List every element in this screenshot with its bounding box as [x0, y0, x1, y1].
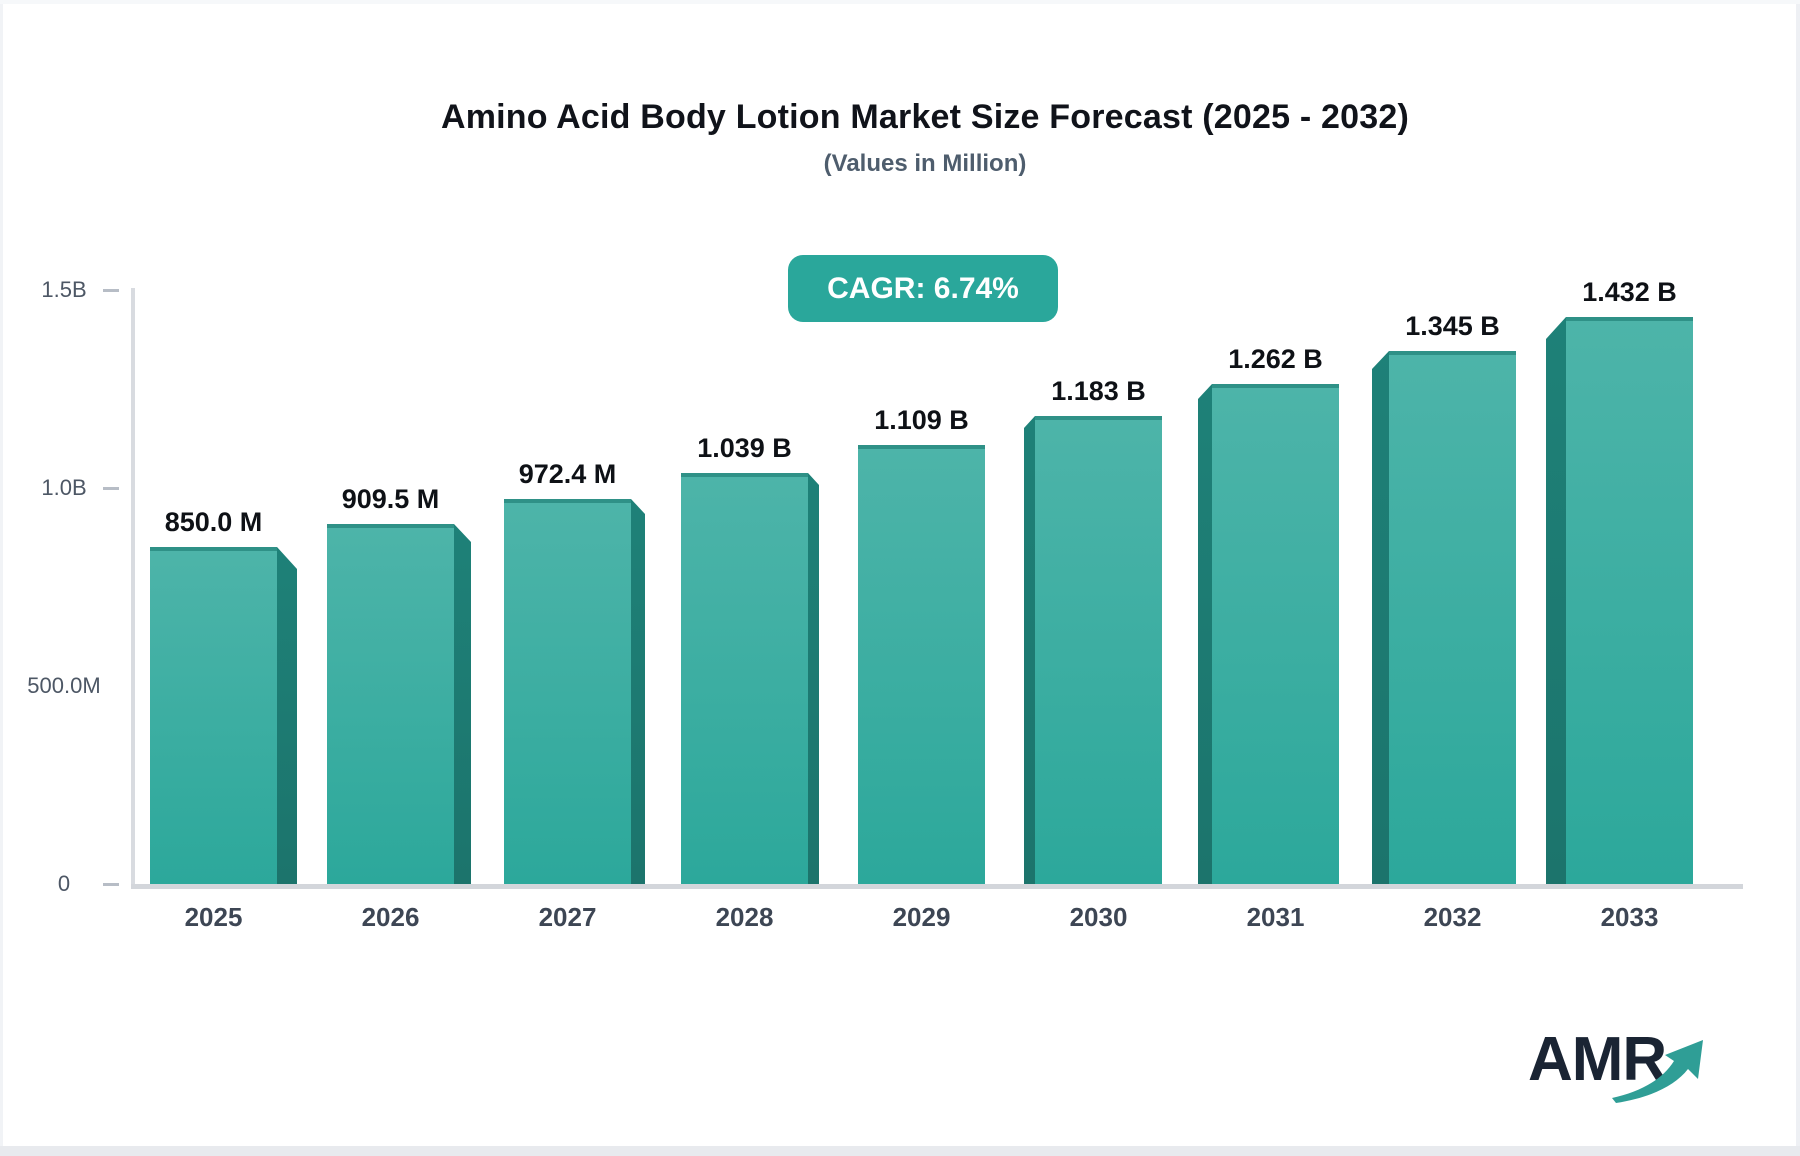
growth-arrow-icon: [1612, 1040, 1703, 1103]
x-axis-baseline: [131, 884, 1743, 889]
bar-value-label-2026: 909.5 M: [341, 484, 440, 514]
x-axis-label-2031: 2031: [1246, 902, 1305, 932]
bar-value-label-2028: 1.039 B: [697, 433, 792, 463]
x-axis-label-2029: 2029: [892, 902, 951, 932]
bar-2033: [1566, 317, 1693, 884]
x-axis-label-2032: 2032: [1423, 902, 1482, 932]
y-axis-line: [131, 288, 135, 889]
bar-side-facet-2028: [808, 473, 819, 884]
bar-value-label-2029: 1.109 B: [874, 405, 969, 435]
bar-value-label-2033: 1.432 B: [1582, 277, 1677, 307]
y-axis-tick: [103, 289, 119, 292]
amr-logo-text: AMR: [1528, 1025, 1667, 1094]
x-axis-label-2028: 2028: [715, 902, 774, 932]
y-axis-tick: [103, 883, 119, 886]
bar-value-label-2027: 972.4 M: [518, 459, 617, 489]
bar-side-facet-2031: [1198, 384, 1212, 884]
bar-2026: [327, 524, 454, 884]
chart-title: Amino Acid Body Lotion Market Size Forec…: [440, 98, 1410, 136]
bar-2032: [1389, 351, 1516, 884]
bar-2028: [681, 473, 808, 884]
bar-value-label-2025: 850.0 M: [164, 507, 263, 537]
bar-side-facet-2033: [1546, 317, 1566, 884]
x-axis-label-2026: 2026: [361, 902, 420, 932]
bar-side-facet-2027: [631, 499, 645, 884]
bar-value-label-2030: 1.183 B: [1051, 376, 1146, 406]
y-axis-label: 1.5B: [41, 277, 87, 302]
y-axis-label: 500.0M: [27, 673, 101, 698]
y-axis-label: 1.0B: [41, 475, 87, 500]
bar-side-facet-2025: [277, 547, 297, 884]
cagr-badge: CAGR: 6.74%: [788, 255, 1058, 322]
bar-value-label-2032: 1.345 B: [1405, 311, 1500, 341]
bar-2029: [858, 445, 985, 884]
bar-2031: [1212, 384, 1339, 884]
x-axis-label-2033: 2033: [1600, 902, 1659, 932]
bar-2030: [1035, 416, 1162, 884]
bar-2027: [504, 499, 631, 884]
chart-subtitle: (Values in Million): [823, 150, 1027, 177]
x-axis-label-2030: 2030: [1069, 902, 1128, 932]
bar-2025: [150, 547, 277, 884]
amr-logo: AMR: [1528, 1025, 1728, 1110]
y-axis-tick: [103, 487, 119, 490]
bar-side-facet-2026: [454, 524, 471, 884]
bar-side-facet-2032: [1372, 351, 1389, 884]
bar-side-facet-2030: [1024, 416, 1035, 884]
bar-value-label-2031: 1.262 B: [1228, 344, 1323, 374]
y-axis-label: 0: [57, 871, 71, 896]
x-axis-label-2025: 2025: [184, 902, 243, 932]
x-axis-label-2027: 2027: [538, 902, 597, 932]
